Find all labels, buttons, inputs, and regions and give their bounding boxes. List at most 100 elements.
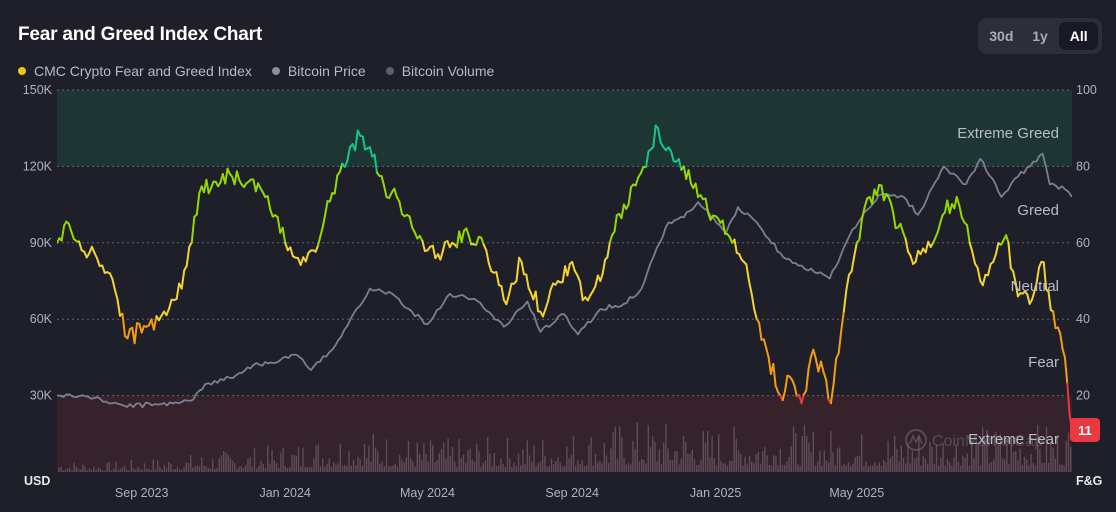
fear-greed-segment xyxy=(520,260,525,276)
fear-greed-segment xyxy=(60,224,66,242)
volume-bar xyxy=(526,440,528,472)
volume-bar xyxy=(1010,439,1012,472)
volume-bar xyxy=(537,463,539,472)
right-axis-tick: 40 xyxy=(1076,312,1090,326)
fear-greed-segment xyxy=(825,379,830,401)
fear-greed-segment xyxy=(721,219,726,235)
volume-bar xyxy=(685,441,687,472)
volume-bar xyxy=(1059,464,1061,472)
fear-greed-segment xyxy=(976,266,982,282)
volume-bar xyxy=(531,461,533,472)
volume-bar xyxy=(319,466,322,472)
volume-bar xyxy=(759,463,762,472)
volume-bar xyxy=(744,456,746,472)
volume-bar xyxy=(1023,457,1026,472)
volume-bar xyxy=(317,444,319,472)
fear-greed-segment xyxy=(880,184,885,202)
volume-bar xyxy=(390,466,392,472)
fear-greed-segment xyxy=(889,201,895,214)
volume-bar xyxy=(355,465,357,472)
fear-greed-segment xyxy=(850,255,856,273)
volume-bar xyxy=(1001,458,1004,472)
volume-bar xyxy=(421,459,423,472)
volume-bar xyxy=(733,427,735,472)
volume-bar xyxy=(1061,464,1063,472)
fear-greed-segment xyxy=(820,360,825,374)
volume-bar xyxy=(781,464,784,472)
volume-bar xyxy=(872,465,874,472)
fear-greed-segment xyxy=(634,176,640,187)
volume-bar xyxy=(1048,462,1050,472)
volume-bar xyxy=(436,460,438,472)
volume-bar xyxy=(676,451,678,472)
volume-bar xyxy=(284,466,286,472)
volume-bar xyxy=(894,436,896,472)
fear-greed-segment xyxy=(398,200,403,216)
volume-bar xyxy=(605,455,608,472)
fear-greed-segment xyxy=(101,264,106,274)
legend-dot-fear-greed xyxy=(18,67,26,75)
range-button-30d[interactable]: 30d xyxy=(982,22,1021,50)
volume-bar xyxy=(106,462,108,472)
volume-bar xyxy=(542,440,544,472)
volume-bar xyxy=(786,461,788,472)
fear-greed-segment xyxy=(333,174,339,195)
fear-greed-segment xyxy=(652,124,657,148)
fear-greed-segment xyxy=(175,282,181,300)
volume-bar xyxy=(935,444,938,472)
fear-greed-segment xyxy=(1052,310,1057,330)
volume-bar xyxy=(264,468,267,472)
volume-bar xyxy=(465,462,467,472)
fear-greed-segment xyxy=(860,206,866,221)
volume-bar xyxy=(473,461,476,472)
volume-bar xyxy=(108,462,110,472)
volume-bar xyxy=(1050,443,1052,472)
volume-bar xyxy=(121,467,124,472)
volume-bar xyxy=(412,461,414,472)
range-button-all[interactable]: All xyxy=(1059,22,1099,50)
volume-bar xyxy=(174,469,176,472)
fear-greed-segment xyxy=(704,197,710,214)
volume-bar xyxy=(590,437,592,472)
volume-bar xyxy=(198,466,201,472)
legend-item-bitcoin-volume[interactable]: Bitcoin Volume xyxy=(385,63,494,79)
chart-title: Fear and Greed Index Chart xyxy=(18,24,262,45)
volume-bar xyxy=(159,467,161,472)
fear-greed-segment xyxy=(284,241,289,252)
volume-bar xyxy=(462,454,465,472)
fear-greed-segment xyxy=(368,146,374,158)
volume-bar xyxy=(363,444,366,472)
volume-bar xyxy=(647,425,649,472)
volume-bar xyxy=(940,457,942,472)
volume-bar xyxy=(414,466,416,472)
volume-bar xyxy=(982,427,984,472)
volume-bar xyxy=(724,463,726,472)
fear-greed-segment xyxy=(111,278,116,292)
left-axis-unit: USD xyxy=(24,474,50,488)
legend-item-bitcoin-price[interactable]: Bitcoin Price xyxy=(271,63,366,79)
volume-bar xyxy=(592,465,594,472)
volume-bar xyxy=(130,460,132,472)
fear-greed-segment xyxy=(299,256,305,266)
volume-bar xyxy=(225,452,227,472)
legend-item-fear-greed[interactable]: CMC Crypto Fear and Greed Index xyxy=(18,63,252,79)
volume-bar xyxy=(128,470,130,472)
volume-bar xyxy=(88,468,91,472)
x-axis-tick: May 2024 xyxy=(400,486,455,500)
volume-bar xyxy=(218,458,220,472)
volume-bar xyxy=(256,468,258,472)
volume-bar xyxy=(603,443,605,472)
volume-bar xyxy=(924,458,927,472)
fear-greed-segment xyxy=(467,234,473,246)
volume-bar xyxy=(454,461,456,472)
volume-bar xyxy=(634,449,636,472)
volume-bar xyxy=(709,457,711,472)
range-button-1y[interactable]: 1y xyxy=(1021,22,1060,50)
volume-bar xyxy=(689,453,691,472)
fear-greed-segment xyxy=(924,240,930,254)
volume-bar xyxy=(751,461,753,472)
volume-bar xyxy=(795,433,797,472)
volume-bar xyxy=(656,461,658,472)
volume-bar xyxy=(812,431,814,472)
